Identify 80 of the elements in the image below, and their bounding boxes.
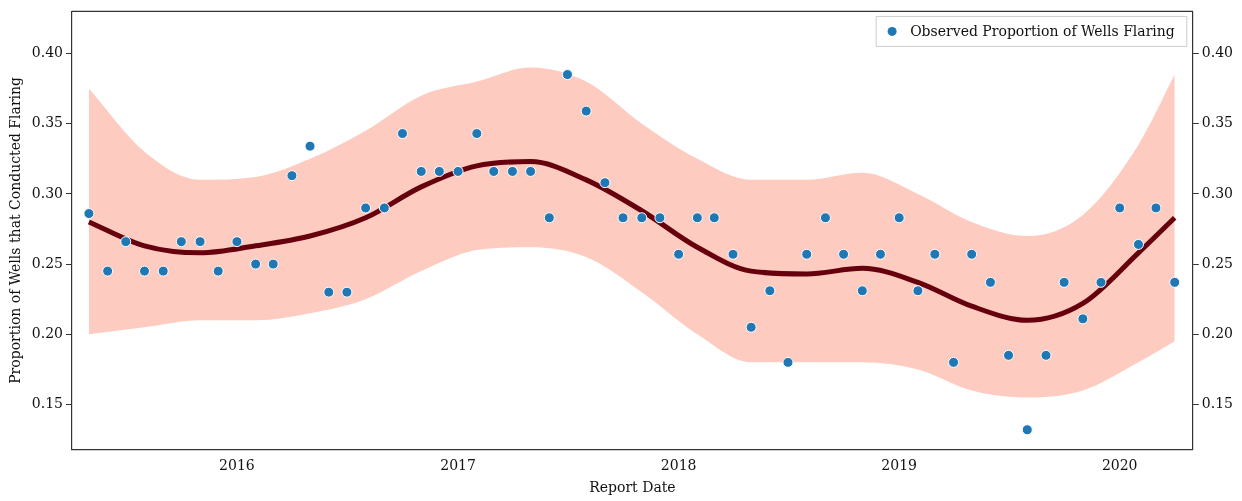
legend-label: Observed Proportion of Wells Flaring: [910, 23, 1175, 40]
point: [212, 265, 224, 277]
point: [874, 248, 886, 260]
point: [782, 356, 794, 368]
point: [599, 177, 611, 189]
point: [157, 265, 169, 277]
point: [636, 212, 648, 224]
point: [1003, 349, 1015, 361]
y2-tick-label: 0.40: [1201, 44, 1233, 61]
point: [138, 265, 150, 277]
point: [250, 258, 262, 270]
x-axis-title: Report Date: [589, 479, 676, 496]
y-tick-label: 0.30: [31, 184, 63, 201]
point: [708, 212, 720, 224]
point: [304, 140, 316, 152]
point: [856, 285, 868, 297]
point: [433, 165, 445, 177]
y-tick-label: 0.20: [31, 324, 63, 341]
x-tick-label: 2016: [219, 457, 255, 474]
point: [1114, 202, 1126, 214]
y2-tick-label: 0.35: [1201, 114, 1233, 131]
point: [561, 69, 573, 81]
point: [1021, 424, 1033, 436]
point: [525, 165, 537, 177]
point: [966, 248, 978, 260]
point: [1132, 238, 1144, 250]
point: [471, 128, 483, 140]
point: [745, 321, 757, 333]
point: [1058, 276, 1070, 288]
x-tick-label: 2019: [881, 457, 917, 474]
point: [1150, 202, 1162, 214]
point: [654, 212, 666, 224]
y-tick-label: 0.40: [31, 44, 63, 61]
point: [286, 170, 298, 182]
x-tick-label: 2017: [440, 457, 476, 474]
y-tick-label: 0.15: [31, 395, 63, 412]
point: [893, 212, 905, 224]
point: [415, 165, 427, 177]
point: [102, 265, 114, 277]
point: [1095, 276, 1107, 288]
point: [984, 276, 996, 288]
point: [194, 236, 206, 248]
point: [175, 236, 187, 248]
point: [929, 248, 941, 260]
point: [1169, 276, 1181, 288]
point: [580, 105, 592, 117]
point: [617, 212, 629, 224]
y2-tick-label: 0.30: [1201, 184, 1233, 201]
point: [912, 285, 924, 297]
point: [83, 208, 95, 220]
point: [120, 236, 132, 248]
point: [543, 212, 555, 224]
point: [323, 286, 335, 298]
point: [1077, 313, 1089, 325]
point: [691, 212, 703, 224]
y-tick-label: 0.35: [31, 114, 63, 131]
point: [819, 212, 831, 224]
point: [764, 285, 776, 297]
x-tick-label: 2018: [660, 457, 697, 474]
point: [838, 248, 850, 260]
y-tick-label: 0.25: [31, 254, 63, 271]
y2-tick-label: 0.20: [1201, 324, 1233, 341]
point: [673, 248, 685, 260]
point: [396, 128, 408, 140]
point: [231, 236, 243, 248]
y-axis-title: Proportion of Wells that Conducted Flaring: [7, 76, 24, 384]
point: [506, 165, 518, 177]
point: [948, 356, 960, 368]
point: [727, 248, 739, 260]
x-tick-label: 2020: [1101, 457, 1138, 474]
point: [452, 165, 464, 177]
y2-tick-label: 0.15: [1201, 395, 1233, 412]
point: [267, 258, 279, 270]
point: [360, 202, 372, 214]
point: [1040, 349, 1052, 361]
point: [488, 165, 500, 177]
point: [801, 248, 813, 260]
point: [341, 286, 353, 298]
point: [378, 202, 390, 214]
y2-tick-label: 0.25: [1201, 254, 1233, 271]
